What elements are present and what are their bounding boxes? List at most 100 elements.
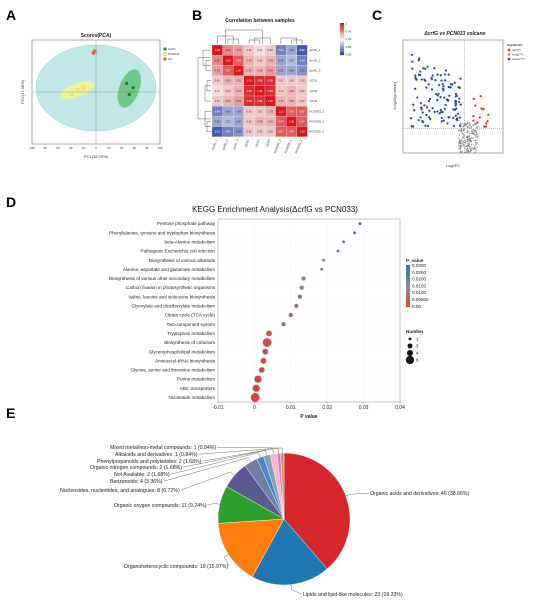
corr-cell-value: 0.97 (289, 130, 295, 134)
volcano-point-insig (458, 144, 460, 147)
corr-cell-value: 0.87 (225, 120, 231, 124)
corr-row-label: QC03 (309, 99, 317, 103)
kegg-xtick-label: 0.04 (395, 405, 405, 411)
corr-cell-value: 0.94 (268, 69, 274, 73)
corr-cell-value: 0.92 (247, 120, 253, 124)
corr-cell-value: 0.93 (289, 89, 295, 93)
kegg-pvalue-tick: 0.0150 (412, 283, 426, 288)
corr-cell-value: 0.92 (268, 48, 274, 52)
corr-cell-value: 0.99 (268, 79, 274, 83)
volcano-point-down (425, 106, 429, 109)
corr-cell-value: 0.92 (215, 99, 221, 103)
corr-cell-value: 0.94 (236, 48, 242, 52)
kegg-pvalue-scale-step (406, 290, 410, 292)
kegg-xtick-label: 0.02 (322, 405, 332, 411)
pca-point-g1-1 (127, 93, 131, 97)
volcano-point-insig (465, 151, 467, 153)
corr-cell-value: 0.92 (300, 79, 306, 83)
volcano-point-insig (476, 135, 479, 137)
kegg-number-legend-dot (406, 349, 414, 357)
volcano-point-down (456, 117, 459, 120)
corr-row-label: ΔcrfG_3 (309, 69, 320, 73)
kegg-category-label: Tryptophan metabolism (167, 331, 215, 336)
volcano-point-up (485, 125, 488, 128)
volcano-point-down (431, 74, 434, 77)
corr-cell-value: 0.84 (278, 48, 284, 52)
volcano-point-down (458, 97, 461, 100)
kegg-pvalue-scale-step (406, 267, 410, 270)
corr-cell-value: 0.82 (215, 130, 221, 134)
volcano-point-down (454, 92, 458, 96)
corr-cell-value: 0.92 (278, 89, 284, 93)
kegg-category-label: Glycerophospholipid metabolism (149, 349, 216, 354)
corr-cell-value: 0.92 (225, 89, 231, 93)
corr-color-scale: 1 0.95 0.90 0.85 0.80 (340, 22, 352, 57)
corr-dendro-branch (225, 29, 263, 44)
volcano-point-down (449, 83, 453, 86)
corr-row-label: QC01 (309, 79, 317, 83)
volcano-point-insig (459, 150, 462, 152)
corr-cell-value: 0.97 (225, 69, 231, 73)
kegg-pvalue-scale-step (406, 277, 410, 280)
volcano-point-down (459, 103, 462, 106)
pca-xtick-label: -40 (68, 146, 73, 150)
kegg-point (297, 294, 303, 299)
corr-cell-value: 0.86 (236, 120, 242, 124)
kegg-pvalue-scale-step (406, 294, 410, 296)
volcano-point-down (433, 110, 436, 114)
kegg-pvalue-scale-step (406, 300, 410, 302)
kegg-point (262, 338, 272, 347)
corr-scale-label: 0.85 (346, 45, 352, 49)
kegg-category-label: Aminoacyl-tRNA biosynthesis (155, 358, 216, 363)
pie-label: Not Available: 2 (1.68%) (114, 472, 170, 478)
corr-cell-value: 1.00 (247, 79, 253, 83)
volcano-point-down (439, 74, 442, 77)
volcano-point-insig (462, 130, 464, 132)
volcano-point-insig (473, 130, 475, 133)
corr-row-labels: ΔcrfG_1 ΔcrfG_2 ΔcrfG_3 QC01 QC02 QC03 PCN033_… (309, 48, 324, 134)
corr-scale-step (340, 48, 344, 51)
volcano-point-down (447, 98, 450, 102)
corr-cell-value: 0.86 (278, 69, 284, 73)
kegg-category-label: Pentose phosphate pathway (157, 221, 216, 226)
volcano-point-insig (469, 147, 471, 150)
volcano-point-insig (476, 146, 478, 149)
volcano-point-insig (469, 150, 472, 152)
kegg-pvalue-scale-step (406, 269, 410, 271)
volcano-legend-label: up(??) (512, 48, 521, 52)
volcano-point-insig (472, 137, 474, 139)
volcano-point-down (413, 109, 416, 112)
volcano-point-down (434, 79, 437, 82)
panel-label-e: E (6, 405, 15, 421)
volcano-point-down (446, 122, 449, 125)
corr-col-label: ΔcrfG_2 (221, 138, 229, 150)
corr-cell-value: 0.97 (278, 130, 284, 134)
volcano-point-down (427, 83, 430, 86)
pie-leader-line (170, 452, 261, 475)
kegg-xtick-label: 0.03 (359, 405, 369, 411)
volcano-point-insig (470, 126, 473, 128)
pca-point-qc-1 (93, 49, 97, 53)
pie-label: Organic nitrogen compounds: 2 (1.68%) (90, 465, 182, 471)
corr-cell-value: 0.99 (257, 79, 263, 83)
pca-legend-swatch (163, 57, 167, 61)
volcano-point-down (420, 106, 423, 109)
volcano-point-insig (476, 136, 478, 139)
volcano-point-insig (458, 142, 460, 145)
corr-cell-value: 0.99 (257, 99, 263, 103)
volcano-point-insig (474, 151, 476, 153)
kegg-point (299, 285, 304, 290)
corr-scale-label: 0.90 (346, 37, 352, 41)
volcano-point-insig (461, 122, 463, 125)
corr-scale-label: 1 (346, 22, 348, 26)
volcano-point-insig (469, 132, 471, 134)
pca-xtick-label: -100 (29, 146, 35, 150)
corr-cell-value: 0.93 (247, 69, 253, 73)
kegg-category-label: Phenylalanine, tyrosine and tryptophan b… (109, 230, 216, 235)
kegg-grid (217, 219, 401, 402)
volcano-point-down (443, 79, 447, 82)
corr-cell-value: 1.00 (289, 120, 295, 124)
corr-cell-value: 0.93 (268, 109, 274, 113)
volcano-point-insig (476, 133, 478, 136)
volcano-point-insig (475, 123, 477, 126)
